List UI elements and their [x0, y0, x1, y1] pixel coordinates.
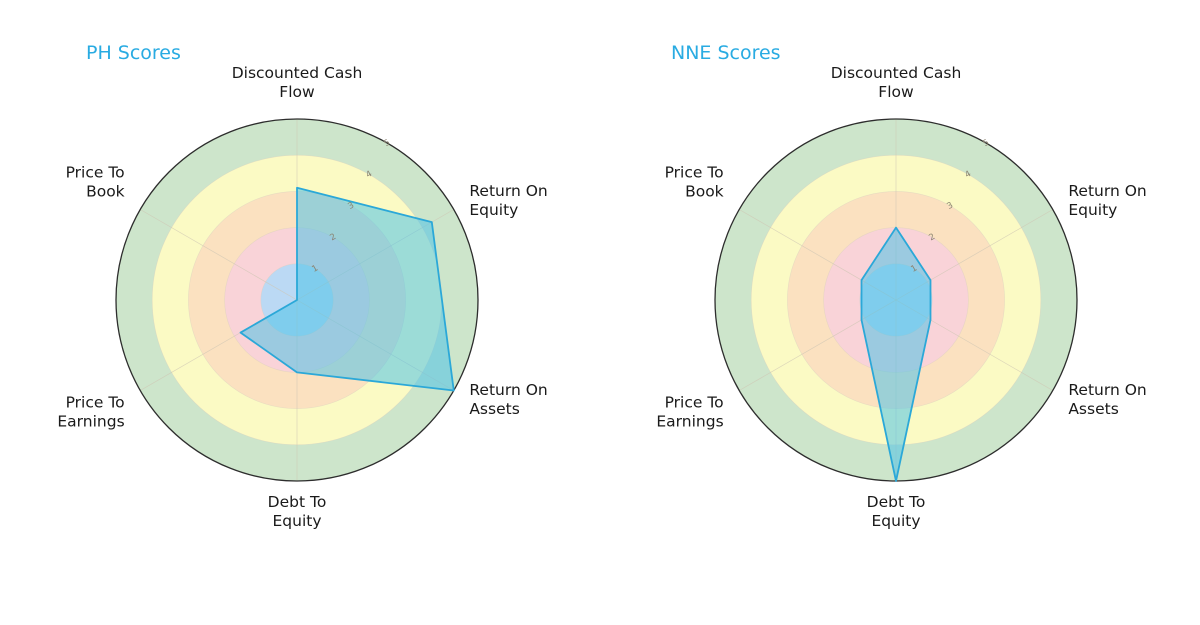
radial-tick-label-2: 2	[328, 232, 338, 243]
radar-series-polygon[interactable]	[239, 186, 455, 392]
radial-tick-label-3: 3	[945, 201, 955, 212]
axis-label-4: Price To Earnings	[656, 394, 723, 431]
axis-label-3: Debt To Equity	[867, 493, 926, 530]
axis-label-3: Debt To Equity	[268, 493, 327, 530]
radial-tick-label-4: 4	[963, 169, 973, 180]
radial-tick-label-5: 5	[981, 138, 991, 149]
radar-panel-nne: NNE Scores 1 2 3 4 5 Discounted Cash Flow Retur…	[600, 0, 1200, 625]
radar-chart-ph: 1 2 3 4 5 Discounted Cash Flow Return On Equity R…	[57, 64, 547, 530]
axis-label-0: Discounted Cash Flow	[232, 64, 363, 101]
radar-series-polygon[interactable]	[860, 226, 932, 482]
axis-label-5: Price To Book	[665, 164, 724, 201]
radial-tick-label-5: 5	[382, 138, 392, 149]
chart-title-ph: PH Scores	[86, 42, 181, 64]
radar-panel-ph: PH Scores 1 2 3 4 5 Discounted Cash Flow Return…	[57, 42, 547, 530]
radar-spoke-5	[140, 209, 298, 301]
axis-label-0: Discounted Cash Flow	[831, 64, 962, 101]
radar-chart-nne: 1 2 3 4 5 Discounted Cash Flow Return On Equity R…	[656, 64, 1146, 530]
axis-label-5: Price To Book	[66, 164, 125, 201]
radial-tick-label-4: 4	[364, 169, 374, 180]
radial-tick-label-1: 1	[909, 263, 919, 274]
radar-outer-ring	[115, 118, 479, 482]
radial-tick-label-3: 3	[346, 201, 356, 212]
axis-label-2: Return On Assets	[1068, 381, 1146, 418]
axis-label-1: Return On Equity	[1068, 182, 1146, 219]
axis-label-4: Price To Earnings	[57, 394, 124, 431]
chart-title-nne: NNE Scores	[671, 42, 781, 64]
axis-label-1: Return On Equity	[469, 182, 547, 219]
radial-tick-label-2: 2	[927, 232, 937, 243]
radial-tick-label-1: 1	[310, 263, 320, 274]
axis-label-2: Return On Assets	[469, 381, 547, 418]
